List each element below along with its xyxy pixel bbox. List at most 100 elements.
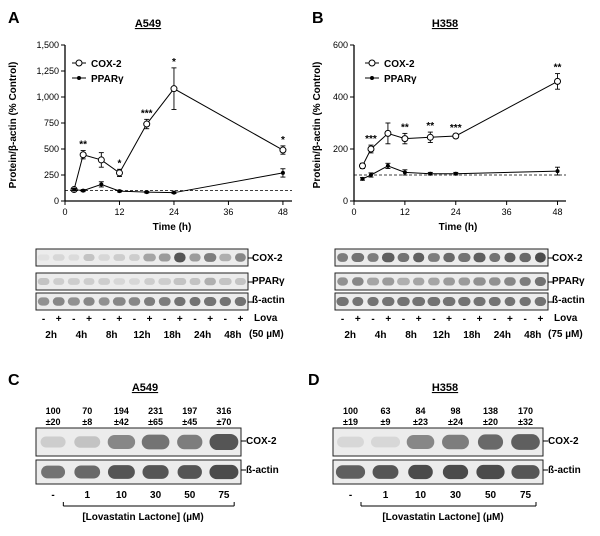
- x-tick-label: 48: [553, 207, 563, 217]
- blot-strip-1-band: [144, 278, 155, 285]
- blot-strip-0-band: [68, 254, 80, 261]
- dose-label: 10: [415, 490, 427, 501]
- blot-a: COX-2 PPARγ ß-actin Lova (50 µM) - + - + - + -…: [35, 248, 285, 341]
- blot-strip-2-band: [234, 296, 247, 307]
- data-point-open: [115, 169, 123, 177]
- quant-value: 84: [415, 406, 425, 416]
- panel-d-band-label-0: COX-2: [548, 436, 579, 447]
- blot-strip-1-band: [83, 278, 95, 285]
- blot-strip-0-band: [534, 252, 546, 263]
- lova-sign: +: [238, 314, 244, 325]
- blot-strip-2-band: [442, 296, 456, 307]
- blot-strip-0-band: [504, 252, 516, 263]
- blot-strip-0-band: [98, 254, 110, 261]
- quant-error: ±20: [46, 417, 61, 427]
- panel-c-band-label-0: COX-2: [246, 436, 277, 447]
- y-tick-label: 400: [333, 92, 348, 102]
- blot-strip-0-band: [519, 252, 532, 263]
- quant-error: ±42: [114, 417, 129, 427]
- blot-strip-1-band: [189, 278, 201, 285]
- chart-b: B H358 Protein/β-actin (% Control) Time …: [312, 10, 566, 233]
- blot-strip-1-band: [158, 278, 172, 285]
- data-point-filled: [368, 173, 373, 177]
- blot-strip-0-band: [351, 252, 365, 263]
- panel-a-title: A549: [135, 18, 161, 30]
- significance-label: **: [401, 122, 409, 133]
- blot-strip-0-band: [489, 252, 501, 263]
- blot-a-band-label-2: ß-actin: [252, 295, 285, 306]
- data-point-filled: [555, 169, 560, 174]
- legend-marker-cox2-a: [75, 59, 83, 67]
- y-tick-label: 1,000: [36, 92, 59, 102]
- dose-strip-0-band: [107, 435, 136, 449]
- blot-strip-1-band: [366, 277, 380, 286]
- blot-strip-1-band: [519, 277, 531, 286]
- quant-error: ±20: [483, 417, 498, 427]
- significance-label: ***: [141, 108, 153, 119]
- data-point-filled: [453, 171, 458, 176]
- blot-strip-1-band: [234, 278, 246, 285]
- lova-sign: +: [477, 314, 483, 325]
- blot-b: COX-2 PPARγ ß-actin Lova (75 µM) - + - + - + -…: [334, 248, 585, 341]
- lova-sign: -: [371, 314, 374, 325]
- dose-strip-0-band: [370, 436, 401, 448]
- lova-sign: +: [446, 314, 452, 325]
- lova-sign: +: [537, 314, 543, 325]
- time-label: 4h: [375, 330, 387, 341]
- blot-strip-0-frame: [334, 248, 549, 267]
- dose-strip-0-band: [177, 434, 203, 450]
- blot-strip-2-band: [98, 297, 110, 306]
- blot-strip-2-band: [352, 296, 364, 307]
- blot-strip-0-band: [427, 253, 440, 262]
- time-label: 2h: [45, 330, 57, 341]
- dose-label: 50: [184, 490, 196, 501]
- data-point-filled: [402, 170, 407, 175]
- blot-strip-1-band: [98, 278, 111, 285]
- panel-d-band-label-1: ß-actin: [548, 465, 581, 476]
- dose-strip-0-band: [209, 433, 239, 451]
- dose-label: 75: [520, 490, 532, 501]
- blot-strip-2-band: [52, 297, 65, 306]
- lova-sign: -: [524, 314, 527, 325]
- y-tick-label: 1,500: [36, 40, 59, 50]
- quant-error: ±9: [381, 417, 391, 427]
- panel-letter-a: A: [8, 10, 20, 27]
- blot-strip-1-band: [173, 278, 187, 285]
- blot-strip-1-band: [458, 277, 471, 286]
- dose-strip-1-band: [142, 465, 169, 479]
- significance-label: ***: [450, 123, 462, 134]
- blot-strip-2-frame: [334, 292, 549, 311]
- blot-strip-2-band: [67, 297, 80, 306]
- data-point-open: [384, 129, 392, 137]
- blot-strip-2-band: [189, 296, 201, 307]
- blot-strip-0-band: [337, 253, 349, 262]
- data-point-filled: [99, 182, 104, 187]
- series-line-1: [74, 172, 284, 194]
- quant-value: 98: [450, 406, 460, 416]
- dose-label: -: [51, 490, 54, 501]
- blot-strip-0-band: [143, 253, 156, 262]
- blot-strip-2-band: [397, 296, 410, 307]
- data-point-filled: [81, 188, 86, 193]
- data-point-filled: [428, 171, 433, 176]
- data-point-open: [279, 146, 287, 154]
- panel-letter-b: B: [312, 10, 324, 27]
- blot-strip-2-band: [519, 296, 531, 307]
- dose-strip-1-band: [177, 465, 202, 479]
- dose-strip-1-band: [74, 465, 101, 479]
- quant-value: 316: [216, 406, 231, 416]
- quant-error: ±45: [182, 417, 197, 427]
- blot-strip-0-band: [443, 252, 455, 263]
- data-point-filled: [280, 170, 285, 175]
- series-line-1: [362, 165, 558, 180]
- lova-sign: +: [86, 314, 92, 325]
- lova-sign: -: [72, 314, 75, 325]
- blot-strip-2-band: [427, 296, 441, 307]
- legend-marker-cox2-b: [368, 59, 376, 67]
- quant-value: 138: [483, 406, 498, 416]
- dose-strip-1-band: [41, 465, 66, 479]
- blot-strip-0-band: [367, 253, 379, 262]
- legend-label-ppar-b: PPARγ: [384, 74, 417, 85]
- blot-strip-2-band: [203, 296, 217, 307]
- lova-sign: +: [177, 314, 183, 325]
